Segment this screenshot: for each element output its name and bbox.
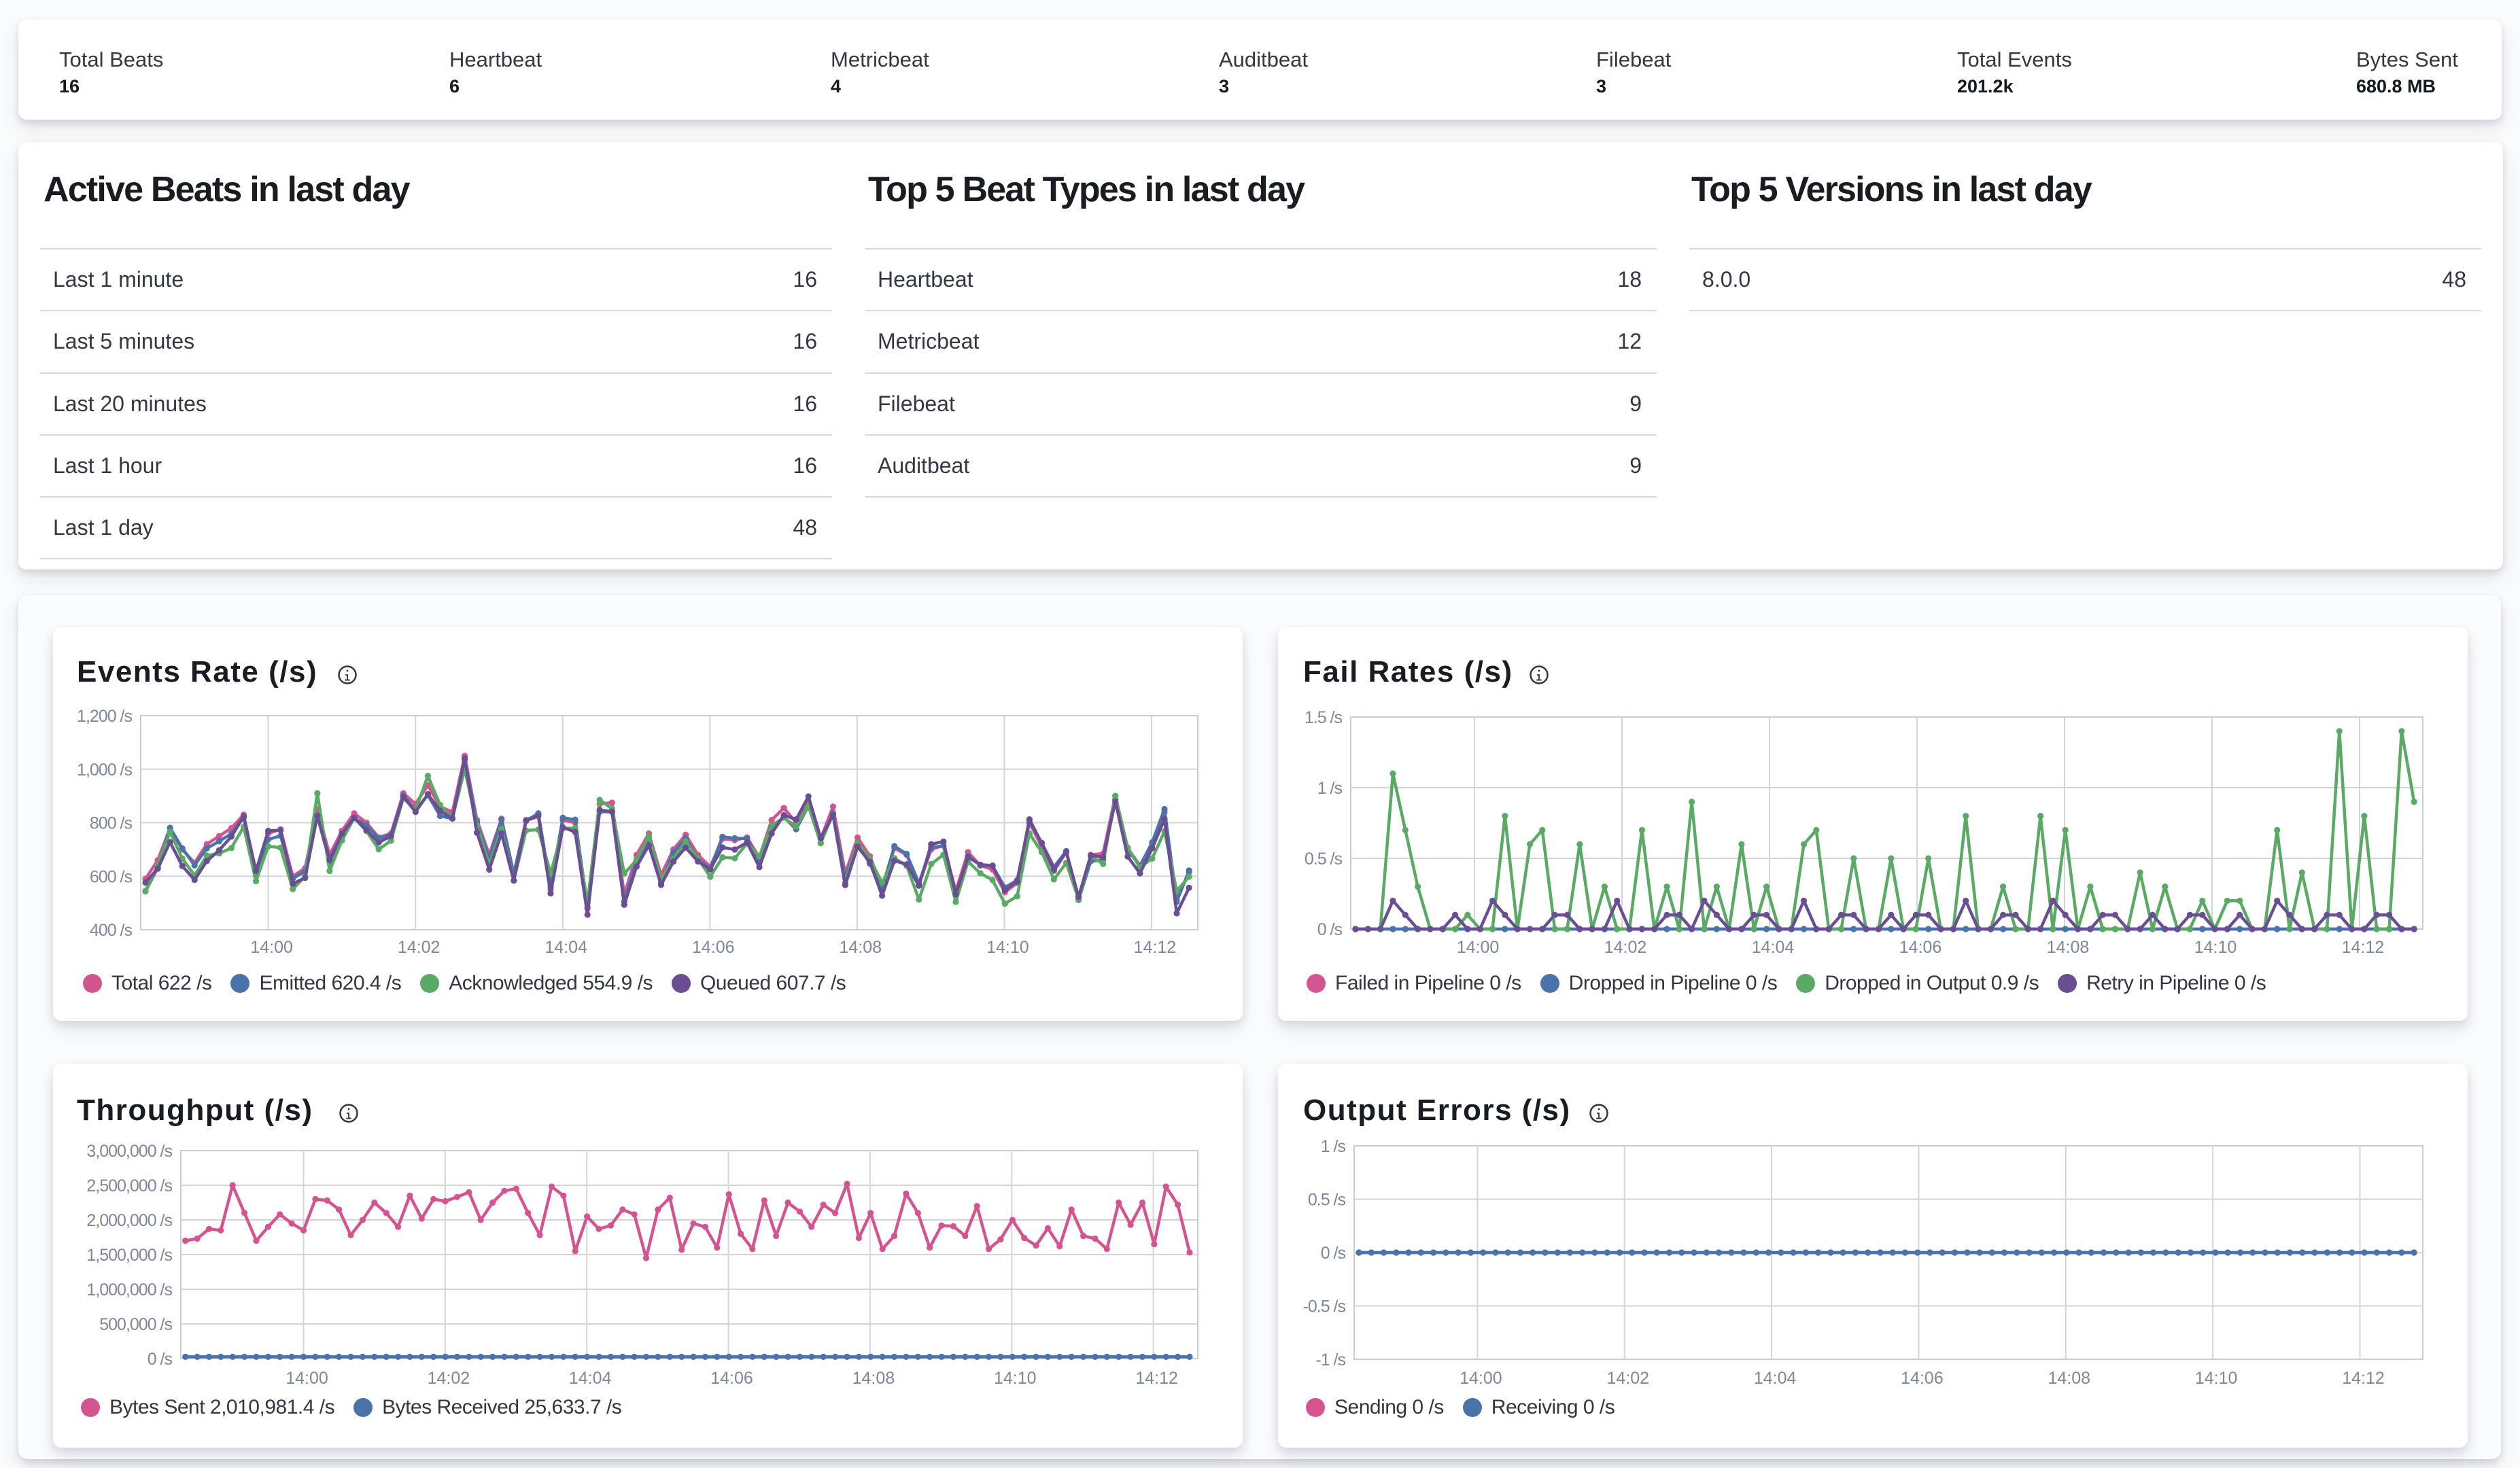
- svg-text:14:00: 14:00: [1460, 1369, 1502, 1388]
- svg-text:14:04: 14:04: [569, 1369, 612, 1388]
- svg-text:0 /s: 0 /s: [148, 1350, 173, 1369]
- svg-text:14:08: 14:08: [2048, 1369, 2091, 1388]
- svg-text:0.5 /s: 0.5 /s: [1305, 850, 1343, 869]
- svg-text:14:04: 14:04: [1754, 1369, 1797, 1388]
- svg-text:400 /s: 400 /s: [90, 921, 133, 940]
- svg-text:1,500,000 /s: 1,500,000 /s: [86, 1246, 172, 1265]
- svg-text:14:02: 14:02: [428, 1369, 470, 1388]
- svg-text:0.5 /s: 0.5 /s: [1308, 1191, 1346, 1210]
- svg-text:1,000 /s: 1,000 /s: [77, 761, 132, 780]
- svg-text:2,500,000 /s: 2,500,000 /s: [86, 1176, 172, 1195]
- svg-text:800 /s: 800 /s: [90, 814, 133, 833]
- svg-text:500,000 /s: 500,000 /s: [99, 1315, 172, 1334]
- svg-text:600 /s: 600 /s: [90, 867, 133, 886]
- svg-text:14:10: 14:10: [2194, 938, 2237, 957]
- svg-text:14:02: 14:02: [1606, 1369, 1649, 1388]
- svg-text:1 /s: 1 /s: [1317, 779, 1343, 798]
- svg-text:14:08: 14:08: [852, 1369, 895, 1388]
- svg-text:14:00: 14:00: [250, 938, 293, 957]
- svg-text:14:04: 14:04: [545, 938, 587, 957]
- svg-text:14:10: 14:10: [986, 938, 1029, 957]
- svg-text:14:12: 14:12: [2342, 1369, 2385, 1388]
- svg-text:14:02: 14:02: [1604, 938, 1647, 957]
- svg-text:14:08: 14:08: [2047, 938, 2090, 957]
- svg-text:14:02: 14:02: [398, 938, 441, 957]
- svg-text:14:04: 14:04: [1752, 938, 1795, 957]
- svg-text:14:06: 14:06: [710, 1369, 753, 1388]
- svg-text:1,000,000 /s: 1,000,000 /s: [86, 1280, 172, 1299]
- svg-text:-1 /s: -1 /s: [1315, 1350, 1345, 1369]
- svg-text:14:12: 14:12: [1134, 938, 1177, 957]
- svg-text:1 /s: 1 /s: [1321, 1137, 1346, 1156]
- svg-text:14:12: 14:12: [1135, 1369, 1178, 1388]
- svg-text:14:06: 14:06: [1901, 1369, 1944, 1388]
- svg-text:1.5 /s: 1.5 /s: [1305, 708, 1343, 727]
- svg-text:0 /s: 0 /s: [1317, 920, 1343, 939]
- svg-text:14:12: 14:12: [2342, 938, 2385, 957]
- svg-text:14:10: 14:10: [994, 1369, 1037, 1388]
- svg-text:14:00: 14:00: [1457, 938, 1500, 957]
- svg-text:3,000,000 /s: 3,000,000 /s: [86, 1142, 172, 1161]
- svg-text:14:10: 14:10: [2195, 1369, 2238, 1388]
- svg-text:14:06: 14:06: [1899, 938, 1942, 957]
- svg-text:1,200 /s: 1,200 /s: [77, 707, 132, 726]
- svg-text:-0.5 /s: -0.5 /s: [1303, 1297, 1346, 1316]
- svg-text:14:06: 14:06: [692, 938, 735, 957]
- svg-text:14:00: 14:00: [286, 1369, 328, 1388]
- svg-text:2,000,000 /s: 2,000,000 /s: [86, 1211, 172, 1230]
- svg-text:0 /s: 0 /s: [1321, 1244, 1346, 1263]
- svg-text:14:08: 14:08: [840, 938, 882, 957]
